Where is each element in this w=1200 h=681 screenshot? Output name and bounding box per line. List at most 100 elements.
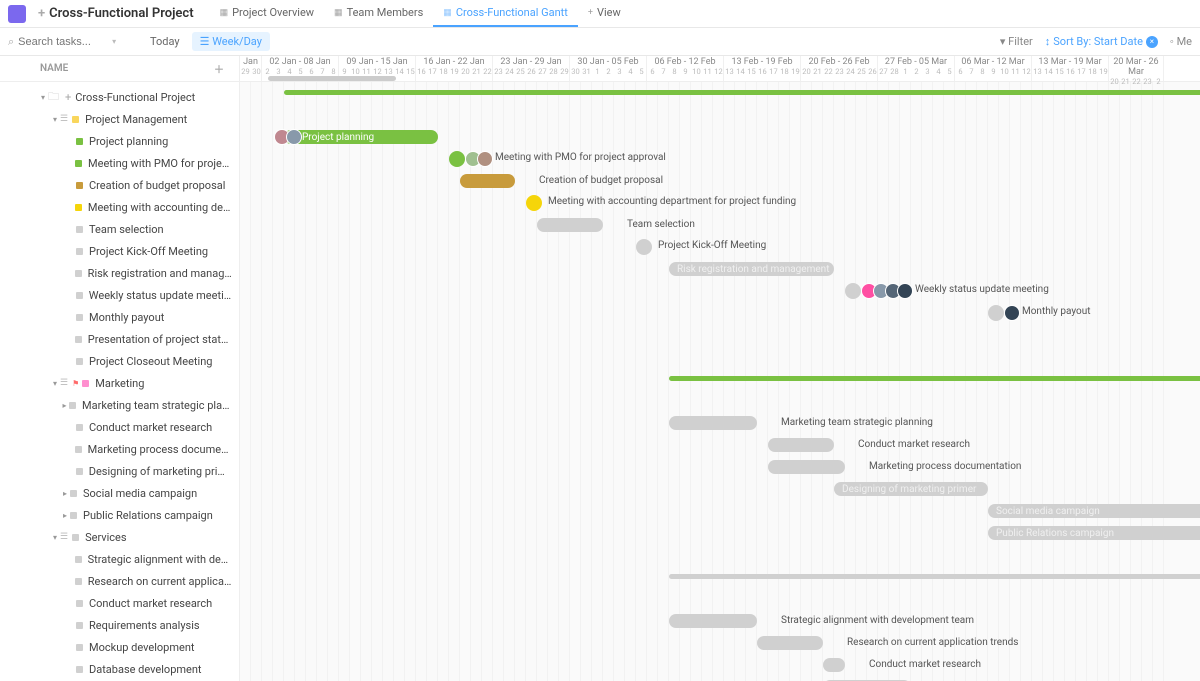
gantt-task-bar[interactable]: Marketing process documentation [768,460,845,474]
gantt-row [240,390,1200,412]
clear-sort-icon[interactable]: × [1146,36,1158,48]
add-view-tab[interactable]: +View [578,0,631,27]
tree-task[interactable]: Meeting with accounting depart... [0,196,239,218]
timeline-day: 4 [625,67,636,79]
task-name: Weekly status update meeting [89,289,233,302]
gantt-task-bar[interactable]: Public Relations campaign [988,526,1200,540]
caret-icon[interactable]: ▾ [50,115,60,124]
tree-task[interactable]: Project Kick-Off Meeting [0,240,239,262]
today-button[interactable]: Today [150,35,180,48]
gantt-milestone[interactable]: Meeting with accounting department for p… [526,195,542,211]
tree-list[interactable]: ▾☰⚑Marketing [0,372,239,394]
bar-label: Social media campaign [988,506,1100,517]
caret-icon[interactable]: ▸ [60,401,69,410]
tree-list[interactable]: ▾☰Services [0,526,239,548]
tree-task[interactable]: Monthly payout [0,306,239,328]
tree-task[interactable]: Mockup development [0,636,239,658]
search-input[interactable] [18,36,108,48]
list-icon: ☰ [60,532,68,542]
filter-icon: ▾ [1000,35,1008,48]
tree-task[interactable]: Designing of marketing primer [0,460,239,482]
gantt-group-bar[interactable] [669,574,1200,579]
timeline-day: 10 [691,67,702,79]
tree-task[interactable]: Weekly status update meeting [0,284,239,306]
gantt-row [240,82,1200,104]
gantt-task-bar[interactable]: Marketing team strategic planning [669,416,757,430]
workspace-icon[interactable] [8,5,26,23]
gantt-row [240,346,1200,368]
caret-icon[interactable]: ▾ [38,93,48,102]
tree-task[interactable]: Meeting with PMO for project a... [0,152,239,174]
gantt-group-bar[interactable] [669,376,1200,381]
avatar[interactable] [897,283,913,299]
tree-task[interactable]: Conduct market research [0,416,239,438]
caret-icon[interactable]: ▾ [50,533,60,542]
tree-task[interactable]: Marketing process documentation [0,438,239,460]
avatar[interactable] [1004,305,1020,321]
gantt-milestone[interactable]: Weekly status update meeting [845,283,861,299]
caret-icon[interactable]: ▾ [50,379,60,388]
tree-task[interactable]: Presentation of project status re... [0,328,239,350]
gantt-milestone[interactable]: Monthly payout [988,305,1004,321]
timeline-day: 30 [570,67,581,79]
tree-task[interactable]: Requirements analysis [0,614,239,636]
me-filter[interactable]: ◦ Me [1170,35,1192,48]
tree-task[interactable]: ▸Public Relations campaign [0,504,239,526]
gantt-task-bar[interactable]: Creation of budget proposal [460,174,515,188]
bar-label: Conduct market research [858,438,970,452]
tree-task[interactable]: Conduct market research [0,592,239,614]
tree-task[interactable]: ▸Marketing team strategic planning [0,394,239,416]
gantt-milestone[interactable]: Project Kick-Off Meeting [636,239,652,255]
timeline-day: 3 [922,67,933,79]
tree-task[interactable]: Research on current application ... [0,570,239,592]
avatar[interactable] [286,129,302,145]
chevron-down-icon[interactable]: ▾ [112,37,116,46]
tree-task[interactable]: Team selection [0,218,239,240]
tree-task[interactable]: Risk registration and management [0,262,239,284]
view-tab[interactable]: ▦Cross-Functional Gantt [433,0,578,27]
gantt-scroll-thumb[interactable] [268,76,396,81]
gantt-task-bar[interactable]: Project planning [284,130,438,144]
gantt-group-bar[interactable] [284,90,1200,95]
avatar[interactable] [477,151,493,167]
gantt-milestone[interactable]: Meeting with PMO for project approval [449,151,465,167]
gantt-task-bar[interactable]: Designing of marketing primer [834,482,988,496]
weekday-toggle[interactable]: ☰ Week/Day [192,32,270,51]
search-box[interactable]: ⌕ ▾ [8,35,138,49]
sort-by-button[interactable]: ↕ Sort By: Start Date × [1045,35,1158,48]
tree-list[interactable]: ▾☰Project Management [0,108,239,130]
tree-task[interactable]: Project Closeout Meeting [0,350,239,372]
tree-task[interactable]: ▸Social media campaign [0,482,239,504]
tree-task[interactable]: Creation of budget proposal [0,174,239,196]
tree-task[interactable]: Project planning [0,130,239,152]
gantt-task-bar[interactable]: Conduct market research [823,658,845,672]
gantt-task-bar[interactable]: Conduct market research [768,438,834,452]
gantt-task-bar[interactable]: Research on current application trends [757,636,823,650]
gantt-task-bar[interactable]: Risk registration and management [669,262,834,276]
task-name: Requirements analysis [89,619,200,632]
tree-task[interactable]: Database development [0,658,239,680]
tree-folder[interactable]: ▾🗀+Cross-Functional Project [0,86,239,108]
timeline-day: 16 [757,67,768,79]
gantt-row: Conduct market research [240,654,1200,676]
filter-button[interactable]: ▾ Filter [1000,35,1033,48]
search-icon: ⌕ [8,35,14,49]
add-task-button[interactable]: ＋ [211,61,227,77]
view-tab[interactable]: ▦Team Members [324,0,433,27]
gantt-task-bar[interactable]: Team selection [537,218,603,232]
view-tab[interactable]: ▦Project Overview [210,0,324,27]
gantt-task-bar[interactable]: Strategic alignment with development tea… [669,614,757,628]
top-bar: + Cross-Functional Project ▦Project Over… [0,0,1200,28]
timeline-day: 1 [592,67,603,79]
caret-icon[interactable]: ▸ [60,511,70,520]
task-name: Team selection [89,223,164,236]
gantt-chart[interactable]: Jan293002 Jan - 08 Jan234567809 Jan - 15… [240,56,1200,681]
project-title[interactable]: + Cross-Functional Project [38,6,194,21]
milestone-label: Meeting with accounting department for p… [548,195,796,209]
tree-task[interactable]: Strategic alignment with develop... [0,548,239,570]
gantt-task-bar[interactable]: Social media campaign [988,504,1200,518]
gantt-row: Strategic alignment with development tea… [240,610,1200,632]
status-square [76,468,83,475]
caret-icon[interactable]: ▸ [60,489,70,498]
plus-icon: + [38,6,45,21]
